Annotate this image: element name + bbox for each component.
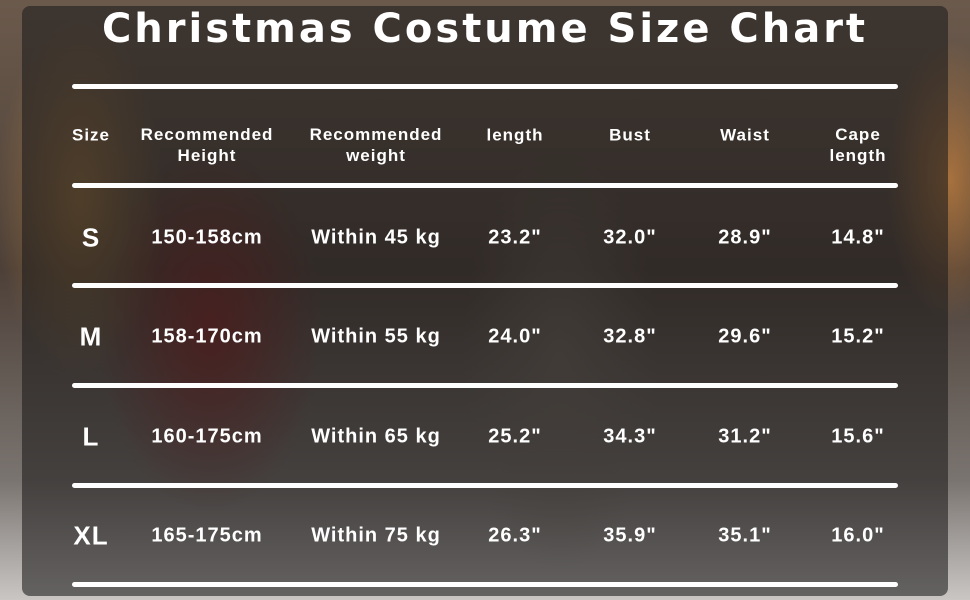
table-cell: 158-170cm xyxy=(151,325,263,348)
size-label: M xyxy=(79,321,103,352)
header-line2: length xyxy=(829,146,887,165)
header-line1: Recommended xyxy=(140,125,274,144)
row-divider xyxy=(72,183,898,188)
column-header: Bust xyxy=(609,125,651,146)
table-cell: 31.2" xyxy=(718,425,772,448)
table-cell: 16.0" xyxy=(831,524,885,547)
header-line1: Bust xyxy=(609,125,651,145)
column-header: Size xyxy=(72,125,110,146)
table-cell: 32.0" xyxy=(603,226,657,249)
header-line2: Height xyxy=(177,146,237,165)
table-cell: 35.9" xyxy=(603,524,657,547)
table-cell: 34.3" xyxy=(603,425,657,448)
header-line1: length xyxy=(486,125,544,145)
header-line2: weight xyxy=(346,146,406,165)
size-label: L xyxy=(82,421,100,452)
column-header: Recommended Height xyxy=(141,124,274,166)
table-cell: Within 75 kg xyxy=(311,524,441,547)
table-cell: 15.6" xyxy=(831,425,885,448)
row-divider xyxy=(72,483,898,488)
row-divider xyxy=(72,283,898,288)
header-line1: Recommended xyxy=(309,125,443,144)
table-cell: 35.1" xyxy=(718,524,772,547)
row-divider xyxy=(72,84,898,89)
table-cell: Within 65 kg xyxy=(311,425,441,448)
table-cell: 150-158cm xyxy=(151,226,263,249)
column-header: length xyxy=(487,125,544,146)
table-cell: 160-175cm xyxy=(151,425,263,448)
column-header: Recommended weight xyxy=(310,124,443,166)
table-overlay-panel xyxy=(22,6,948,596)
size-label: S xyxy=(81,222,101,253)
table-cell: 23.2" xyxy=(488,226,542,249)
row-divider xyxy=(72,383,898,388)
row-divider xyxy=(72,582,898,587)
table-cell: Within 55 kg xyxy=(311,325,441,348)
header-line1: Waist xyxy=(720,125,770,145)
size-label: XL xyxy=(73,520,109,551)
table-cell: 24.0" xyxy=(488,325,542,348)
table-cell: 25.2" xyxy=(488,425,542,448)
table-cell: 15.2" xyxy=(831,325,885,348)
table-cell: 14.8" xyxy=(831,226,885,249)
table-cell: 32.8" xyxy=(603,325,657,348)
table-cell: 29.6" xyxy=(718,325,772,348)
column-header: Waist xyxy=(720,125,770,146)
header-line1: Size xyxy=(71,125,111,145)
table-cell: Within 45 kg xyxy=(311,226,441,249)
column-header: Cape length xyxy=(830,124,887,166)
table-cell: 165-175cm xyxy=(151,524,263,547)
header-line1: Cape xyxy=(835,125,881,144)
table-cell: 28.9" xyxy=(718,226,772,249)
chart-title: Christmas Costume Size Chart xyxy=(101,6,869,52)
table-cell: 26.3" xyxy=(488,524,542,547)
